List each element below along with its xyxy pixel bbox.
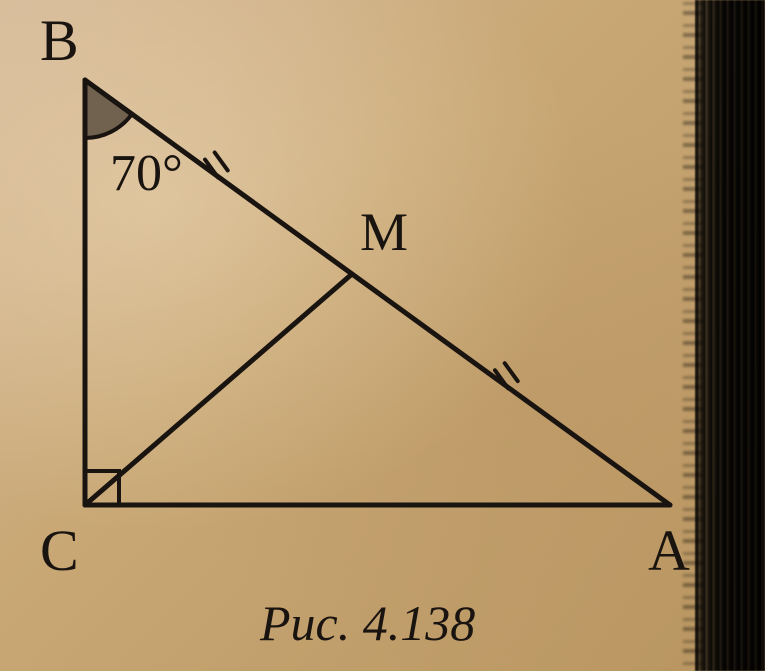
- page-right-edge-shadow: [695, 0, 765, 671]
- label-B: B: [40, 8, 79, 73]
- label-C: C: [40, 518, 79, 583]
- geometry-diagram: B C A M 70° Рис. 4.138: [0, 0, 765, 671]
- label-M: M: [360, 202, 408, 262]
- ticks-MA: [495, 363, 518, 388]
- side-BA: [85, 80, 670, 505]
- segment-CM: [85, 274, 352, 505]
- angle-fill-B: [85, 80, 132, 138]
- figure-caption: Рис. 4.138: [259, 595, 475, 651]
- triangle-sides: [85, 80, 670, 505]
- ticks-BM: [205, 153, 228, 178]
- angle-value: 70°: [110, 145, 183, 202]
